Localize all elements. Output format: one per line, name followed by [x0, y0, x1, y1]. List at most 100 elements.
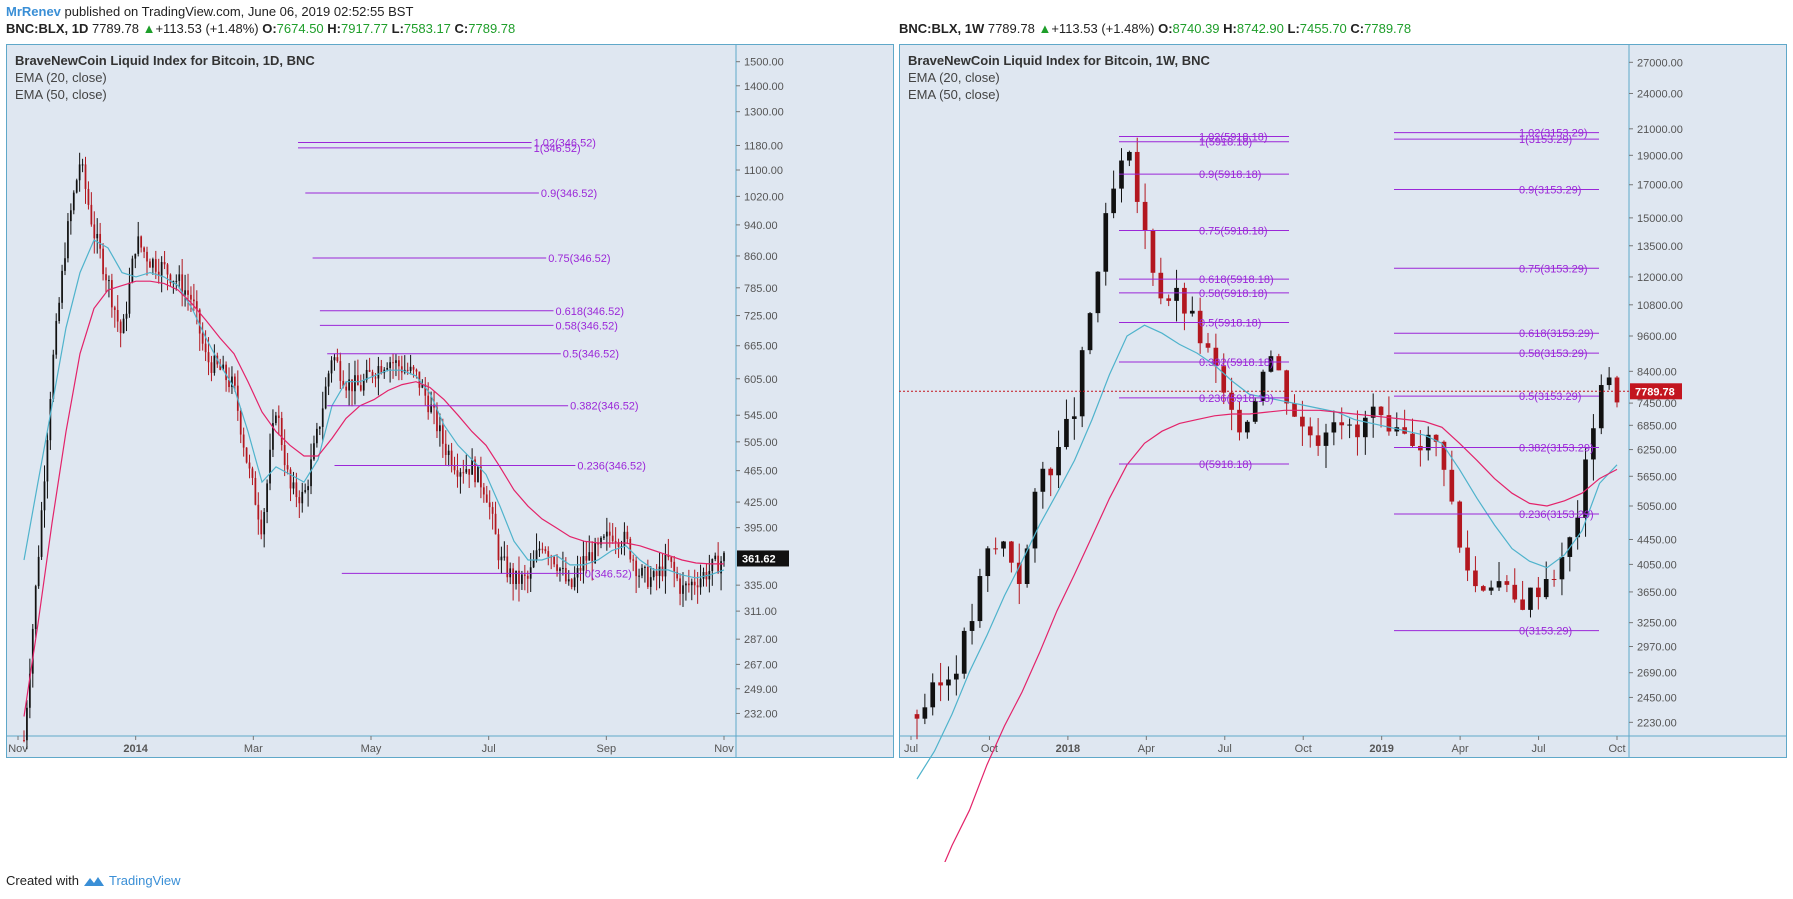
candle-body — [1614, 377, 1620, 403]
candle-body — [225, 364, 227, 381]
candle-body — [497, 534, 500, 561]
y-tick-label: 6850.00 — [1637, 420, 1677, 432]
candle-body — [430, 404, 432, 413]
y-tick-label: 465.00 — [744, 466, 778, 478]
left-chart-panel[interactable]: 1500.00 1400.00 1300.00 1180.00 1100.00 1020.… — [6, 44, 894, 862]
tradingview-logo-icon — [83, 876, 104, 886]
candle-body — [213, 355, 216, 373]
candle-body — [26, 707, 28, 741]
candle-body — [143, 247, 145, 252]
candle-body — [500, 556, 503, 561]
candle-body — [600, 537, 602, 545]
candle-body — [64, 258, 66, 271]
candle-body — [1339, 422, 1345, 426]
candle-body — [392, 362, 394, 364]
candle-body — [488, 502, 491, 508]
y-tick-label: 1020.00 — [744, 191, 784, 203]
candle-body — [313, 443, 315, 460]
candle-body — [354, 375, 356, 392]
candle-body — [43, 481, 46, 511]
candle-body — [723, 552, 725, 562]
y-tick-label: 2450.00 — [1637, 692, 1677, 704]
candle-body — [477, 466, 479, 483]
left-l-label: L: — [391, 21, 404, 36]
fib-level-label: 0.618(3153.29) — [1519, 328, 1594, 340]
candle-body — [655, 571, 658, 577]
candle-body — [389, 362, 391, 368]
candle-body — [336, 357, 339, 362]
candle-body — [623, 531, 626, 547]
candle-body — [277, 415, 280, 418]
candle-body — [119, 321, 122, 334]
y-tick-label: 3650.00 — [1637, 587, 1677, 599]
candle-body — [99, 233, 102, 249]
candle-body — [324, 386, 327, 409]
candle-body — [345, 386, 348, 391]
candle-body — [1300, 416, 1305, 427]
right-ema50-label[interactable]: EMA (50, close) — [908, 87, 1000, 102]
left-price: 7789.78 — [91, 21, 139, 36]
candle-body — [509, 568, 512, 578]
candle-body — [175, 280, 178, 282]
candle-body — [298, 497, 301, 504]
fib-level-label: 0.9(3153.29) — [1519, 184, 1581, 196]
y-tick-label: 1100.00 — [744, 165, 783, 177]
candle-body — [485, 494, 488, 503]
footer-brand[interactable]: TradingView — [108, 873, 181, 888]
left-ema20-label[interactable]: EMA (20, close) — [15, 70, 107, 85]
right-chart-panel[interactable]: 27000.00 24000.00 21000.00 19000.00 17000.00… — [899, 44, 1787, 862]
candle-body — [166, 264, 169, 275]
candle-body — [1221, 366, 1227, 393]
candle-body — [946, 679, 951, 686]
candle-body — [676, 571, 679, 579]
candle-body — [1205, 343, 1211, 348]
candle-body — [195, 301, 198, 310]
candle-body — [961, 630, 967, 674]
x-tick-label: Nov — [8, 743, 28, 755]
right-h-label: H: — [1223, 21, 1237, 36]
candle-body — [447, 450, 450, 456]
candle-body — [564, 567, 567, 582]
x-tick-label: Nov — [714, 743, 734, 755]
candle-body — [693, 581, 696, 586]
candle-body — [113, 307, 116, 310]
fib-level-label: 0(346.52) — [585, 568, 632, 580]
candle-body — [409, 366, 412, 371]
x-tick-label: Jul — [1218, 743, 1232, 755]
fib-level-label: 0.618(346.52) — [556, 306, 625, 318]
candle-body — [316, 428, 318, 444]
author-link[interactable]: MrRenev — [6, 4, 61, 19]
candle-body — [1237, 409, 1242, 433]
y-tick-label: 8400.00 — [1637, 366, 1677, 378]
candle-body — [562, 567, 564, 569]
candle-body — [207, 352, 210, 363]
candle-body — [251, 468, 254, 478]
candle-body — [149, 261, 151, 268]
right-legend: BraveNewCoin Liquid Index for Bitcoin, 1… — [908, 52, 1210, 103]
candle-body — [67, 221, 69, 259]
candle-body — [573, 577, 576, 588]
plot-background — [6, 44, 894, 758]
candle-body — [263, 512, 266, 535]
candle-body — [556, 564, 558, 571]
plot-background — [899, 44, 1787, 758]
fib-level-label: 1.02(3153.29) — [1519, 128, 1588, 140]
candle-body — [541, 548, 544, 550]
up-arrow-icon: ▲ — [142, 21, 156, 36]
last-price-tag — [737, 550, 789, 567]
candle-body — [69, 210, 72, 222]
x-tick-label: Oct — [1608, 743, 1625, 755]
candle-body — [658, 566, 661, 577]
left-ema50-label[interactable]: EMA (50, close) — [15, 87, 107, 102]
candle-body — [591, 552, 594, 563]
candle-body — [1551, 578, 1557, 580]
left-c-label: C: — [454, 21, 469, 36]
candle-body — [406, 369, 409, 371]
fib-level-label: 1(5918.18) — [1199, 137, 1252, 149]
candle-body — [23, 740, 25, 742]
candle-body — [412, 366, 415, 370]
x-tick-label: Apr — [1138, 743, 1155, 755]
candle-body — [231, 376, 233, 388]
right-ema20-label[interactable]: EMA (20, close) — [908, 70, 1000, 85]
candle-body — [295, 482, 298, 498]
